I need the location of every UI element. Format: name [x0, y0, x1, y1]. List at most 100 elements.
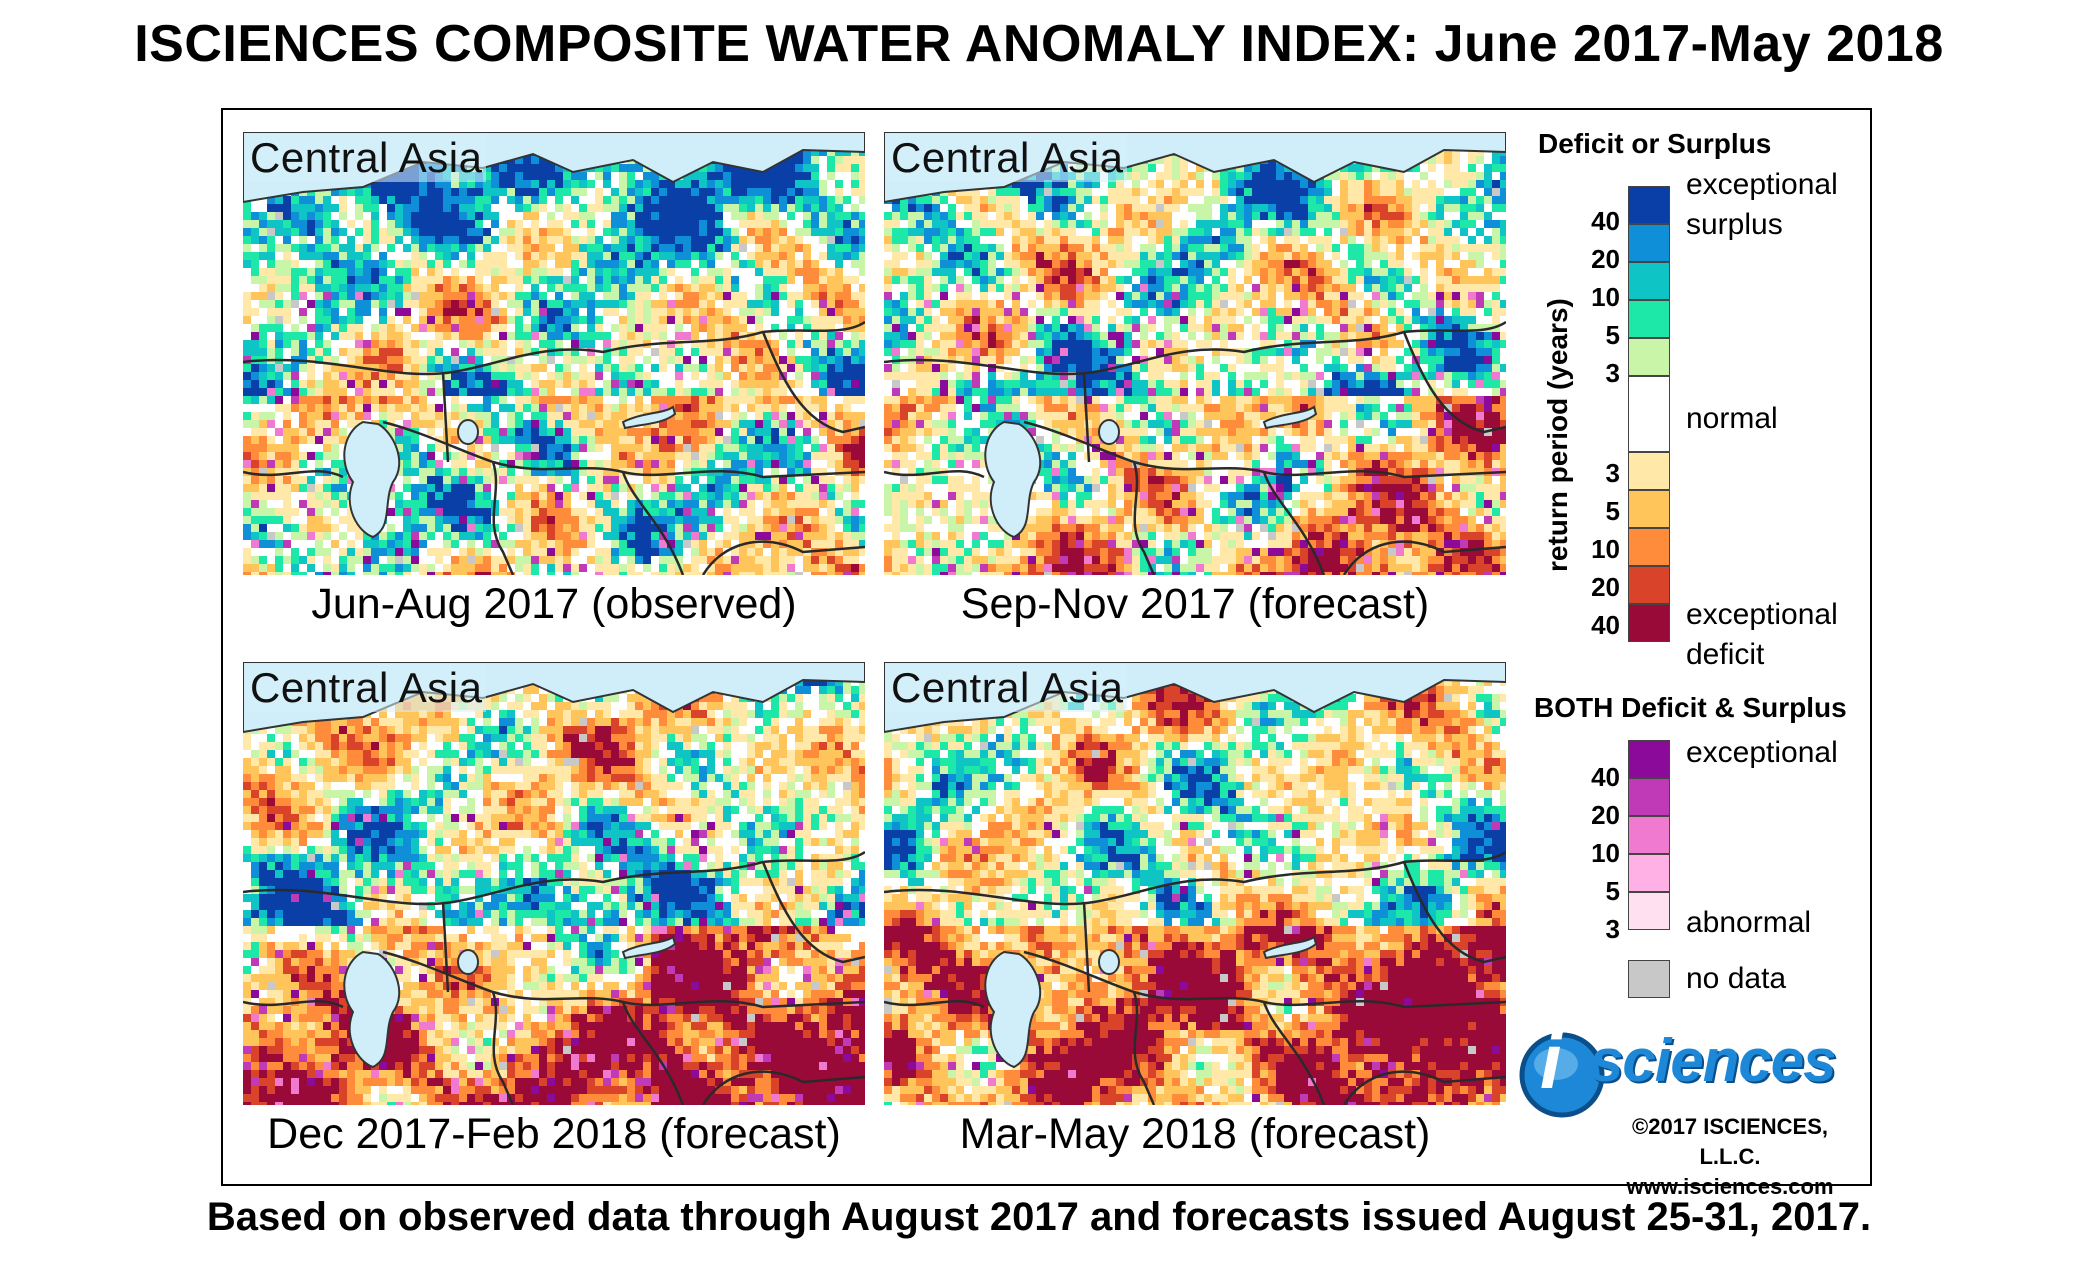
- legend-swatch-deficit: [1628, 566, 1670, 604]
- map-caption: Dec 2017-Feb 2018 (forecast): [267, 1110, 841, 1158]
- legend-swatch-deficit: [1628, 452, 1670, 490]
- legend-swatch-both: [1628, 854, 1670, 892]
- caspian-sea: [984, 950, 1042, 1069]
- caspian-sea: [343, 950, 401, 1069]
- legend-swatch-deficit: [1628, 490, 1670, 528]
- lake-balkhash: [1262, 935, 1318, 960]
- copyright-block: ©2017 ISCIENCES, L.L.C. www.isciences.co…: [1600, 1112, 1860, 1202]
- legend-label-surplus: surplus: [1686, 208, 1783, 241]
- legend-label-both-abnormal: abnormal: [1686, 906, 1812, 939]
- legend-tick-label: 3: [1605, 458, 1620, 488]
- country-border: [1262, 1001, 1326, 1105]
- legend-label-both-exceptional: exceptional: [1686, 736, 1838, 769]
- legend-deficit-surplus-title: Deficit or Surplus: [1538, 128, 1772, 159]
- map-region-label: Central Asia: [246, 664, 487, 712]
- legend-tick-label: 40: [1591, 610, 1620, 640]
- country-border: [761, 331, 865, 434]
- country-border: [1132, 991, 1156, 1105]
- lake-balkhash: [621, 935, 677, 960]
- legend-swatch-both: [1628, 816, 1670, 854]
- legend-swatch-surplus: [1628, 300, 1670, 338]
- country-border: [243, 320, 865, 376]
- aral-sea: [457, 419, 479, 445]
- legend-tick-label: 10: [1591, 838, 1620, 868]
- map-panel-sep-nov-2017: Central Asia: [884, 132, 1506, 575]
- country-border: [491, 991, 515, 1105]
- legend-swatch-normal: [1628, 376, 1670, 452]
- legend-tick-label: 10: [1591, 282, 1620, 312]
- map-panel-jun-aug-2017: Central Asia: [243, 132, 865, 575]
- country-border: [884, 320, 1506, 376]
- country-border: [701, 1070, 865, 1105]
- legend-axis-title: return period (years): [1542, 298, 1573, 572]
- legend-label-normal: normal: [1686, 402, 1778, 435]
- country-border: [1082, 371, 1091, 463]
- legend-both-title: BOTH Deficit & Surplus: [1534, 692, 1847, 723]
- country-border: [1262, 471, 1326, 575]
- legend-tick-label: 20: [1591, 572, 1620, 602]
- anomaly-map: [884, 132, 1506, 575]
- legend-tick-label: 5: [1605, 496, 1620, 526]
- country-border: [884, 850, 1506, 906]
- legend-tick-label: 5: [1605, 320, 1620, 350]
- country-border: [1082, 901, 1091, 993]
- legend-label-deficit: deficit: [1686, 638, 1765, 671]
- legend-label-no-data: no data: [1686, 962, 1787, 995]
- legend-tick-label: 3: [1605, 358, 1620, 388]
- country-border: [884, 999, 985, 1009]
- page-footer: Based on observed data through August 20…: [206, 1195, 1872, 1239]
- country-border: [621, 1001, 685, 1105]
- country-border: [1023, 420, 1506, 479]
- lake-balkhash: [1262, 405, 1318, 430]
- map-panel-mar-may-2018: Central Asia: [884, 662, 1506, 1105]
- logo-text: sciences: [1590, 1027, 1837, 1094]
- logo-letter: i: [1540, 1017, 1562, 1105]
- legend-no-data-swatch: [1628, 960, 1670, 998]
- country-border: [761, 861, 865, 964]
- legend-swatch-surplus: [1628, 186, 1670, 224]
- country-border: [1342, 1070, 1506, 1105]
- country-border: [1342, 540, 1506, 575]
- country-border: [621, 471, 685, 575]
- legend-label-exceptional-deficit: exceptional: [1686, 598, 1838, 631]
- country-border: [441, 371, 450, 463]
- legend-tick-label: 20: [1591, 244, 1620, 274]
- lake-balkhash: [621, 405, 677, 430]
- country-border: [701, 540, 865, 575]
- legend-swatch-deficit: [1628, 528, 1670, 566]
- legend-label-exceptional-surplus: exceptional: [1686, 168, 1838, 201]
- legend-swatch-surplus: [1628, 338, 1670, 376]
- legend-tick-label: 40: [1591, 206, 1620, 236]
- copyright-text: ©2017 ISCIENCES, L.L.C.: [1632, 1114, 1828, 1169]
- map-region-label: Central Asia: [887, 664, 1128, 712]
- legend-tick-label: 5: [1605, 876, 1620, 906]
- map-panel-dec-feb-2018: Central Asia: [243, 662, 865, 1105]
- page-title: ISCIENCES COMPOSITE WATER ANOMALY INDEX:…: [134, 15, 1944, 73]
- legend-swatch-both: [1628, 740, 1670, 778]
- legend-tick-label: 10: [1591, 534, 1620, 564]
- isciences-logo-icon: [1519, 1032, 1605, 1118]
- map-caption: Jun-Aug 2017 (observed): [311, 580, 797, 628]
- map-caption: Sep-Nov 2017 (forecast): [960, 580, 1430, 628]
- legend-swatch-both: [1628, 892, 1670, 930]
- legend-swatch-deficit: [1628, 604, 1670, 642]
- aral-sea: [1098, 419, 1120, 445]
- map-region-label: Central Asia: [246, 134, 487, 182]
- caspian-sea: [343, 420, 401, 539]
- country-border: [1132, 461, 1156, 575]
- anomaly-map: [243, 132, 865, 575]
- legend-tick-label: 3: [1605, 914, 1620, 944]
- country-border: [1402, 331, 1506, 434]
- anomaly-map: [884, 662, 1506, 1105]
- country-border: [441, 901, 450, 993]
- aral-sea: [1098, 949, 1120, 975]
- legend-tick-label: 20: [1591, 800, 1620, 830]
- legend-swatch-surplus: [1628, 262, 1670, 300]
- country-border: [491, 461, 515, 575]
- caspian-sea: [984, 420, 1042, 539]
- country-border: [243, 999, 344, 1009]
- legend-swatch-surplus: [1628, 224, 1670, 262]
- country-border: [243, 850, 865, 906]
- country-border: [1402, 861, 1506, 964]
- map-region-label: Central Asia: [887, 134, 1128, 182]
